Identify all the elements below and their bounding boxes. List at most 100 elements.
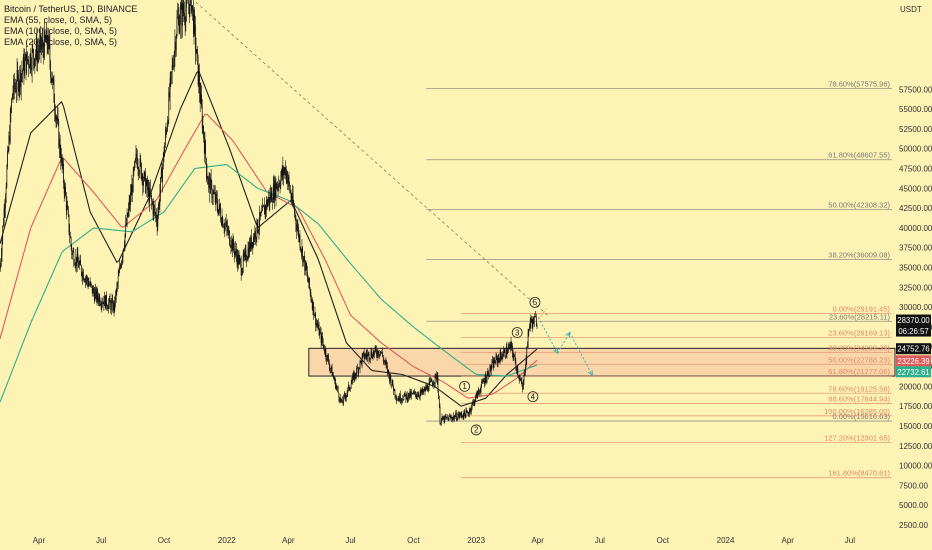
time-tick-label: Apr bbox=[782, 536, 795, 545]
candle-body bbox=[394, 389, 396, 396]
time-tick-label: Jul bbox=[845, 536, 855, 545]
candle-body bbox=[300, 247, 301, 250]
candle-body bbox=[331, 366, 332, 370]
candle-body bbox=[170, 72, 172, 78]
candle-body bbox=[375, 347, 377, 350]
candle-body bbox=[147, 187, 149, 191]
candle-body bbox=[476, 393, 478, 399]
candle-body bbox=[207, 178, 209, 185]
price-tick-label: 35000.00 bbox=[899, 264, 932, 273]
candle-body bbox=[251, 236, 252, 248]
candle-body bbox=[80, 265, 82, 274]
candle-body bbox=[255, 237, 257, 239]
candle-body bbox=[244, 252, 245, 257]
candle-body bbox=[445, 415, 446, 418]
candle-body bbox=[85, 278, 87, 280]
candle-body bbox=[214, 192, 216, 203]
candle-body bbox=[409, 391, 411, 398]
candle-body bbox=[49, 44, 51, 62]
candle-body bbox=[265, 206, 267, 211]
wave-label-circle bbox=[511, 327, 523, 338]
candle-body bbox=[17, 69, 19, 75]
candle-body bbox=[395, 395, 396, 398]
candle-body bbox=[293, 204, 295, 208]
candle-body bbox=[282, 166, 284, 177]
candle-body bbox=[522, 385, 524, 390]
candle-body bbox=[397, 399, 398, 401]
indicator-ema55-label[interactable]: EMA (55, close, 0, SMA, 5) bbox=[4, 15, 113, 25]
candle-body bbox=[494, 362, 496, 364]
fib-level-label: 78.60%(57575.96) bbox=[828, 80, 890, 89]
candle-body bbox=[298, 226, 299, 238]
candle-body bbox=[465, 410, 467, 418]
candle-body bbox=[502, 356, 504, 358]
time-tick-label: Apr bbox=[282, 536, 295, 545]
candle-body bbox=[37, 51, 39, 52]
candle-body bbox=[326, 357, 327, 361]
candle-body bbox=[317, 325, 319, 328]
candle-body bbox=[524, 373, 526, 374]
candle-body bbox=[249, 242, 251, 250]
candle-body bbox=[363, 351, 364, 354]
candle-body bbox=[60, 154, 62, 164]
candle-body bbox=[185, 7, 187, 23]
price-tag-text: 23226.39 bbox=[897, 357, 930, 366]
candle-body bbox=[82, 271, 84, 278]
candle-body bbox=[156, 214, 157, 222]
candle-body bbox=[352, 374, 354, 377]
indicator-ema100-label[interactable]: EMA (100, close, 0, SMA, 5) bbox=[4, 26, 118, 36]
fib-level-label: 61.80%(48607.55) bbox=[828, 151, 890, 160]
candle-body bbox=[54, 110, 56, 120]
candle-body bbox=[259, 212, 261, 217]
candle-body bbox=[223, 226, 224, 228]
candle-body bbox=[505, 346, 507, 357]
candle-body bbox=[406, 393, 408, 401]
candle-body bbox=[203, 126, 204, 138]
candle-body bbox=[439, 406, 441, 424]
candle-body bbox=[380, 351, 382, 353]
candle-body bbox=[525, 367, 526, 374]
candle-body bbox=[37, 51, 38, 63]
candle-body bbox=[149, 188, 151, 196]
candle-body bbox=[260, 212, 262, 217]
candle-body bbox=[490, 365, 491, 371]
candle-body bbox=[149, 188, 150, 203]
candle-body bbox=[352, 376, 353, 382]
candle-body bbox=[284, 167, 286, 172]
candle-body bbox=[72, 251, 74, 253]
candle-body bbox=[201, 94, 202, 107]
candle-body bbox=[466, 410, 467, 413]
time-axis[interactable]: Apr Jul Oct 2022 Apr Jul Oct 2023 Apr Jul Oct 2024 A… bbox=[33, 536, 856, 545]
candle-body bbox=[252, 242, 254, 247]
candle-body bbox=[245, 250, 247, 261]
candle-body bbox=[9, 135, 10, 142]
candle-body bbox=[205, 158, 207, 174]
candle-body bbox=[367, 353, 368, 357]
candle-body bbox=[307, 278, 309, 283]
candle-body bbox=[500, 352, 502, 357]
candle-body bbox=[300, 249, 302, 252]
price-tick-label: 2500.00 bbox=[899, 521, 928, 530]
candle-body bbox=[167, 123, 168, 131]
candle-body bbox=[53, 79, 55, 103]
candle-body bbox=[302, 256, 304, 263]
candle-body bbox=[16, 69, 18, 90]
candle-body bbox=[188, 3, 190, 15]
candle-body bbox=[184, 12, 185, 21]
price-tick-label: 55000.00 bbox=[899, 105, 932, 114]
price-tag-text: 06:26:57 bbox=[898, 327, 928, 336]
candle-body bbox=[126, 223, 127, 226]
price-tick-label: 40000.00 bbox=[899, 224, 932, 233]
candle-body bbox=[333, 377, 335, 381]
candle-body bbox=[56, 117, 58, 120]
candle-body bbox=[213, 192, 215, 194]
candle-body bbox=[268, 197, 270, 204]
candle-body bbox=[535, 317, 537, 326]
fib-level-label: 50.00%(22788.23) bbox=[828, 355, 890, 364]
candle-body bbox=[313, 301, 314, 316]
candle-body bbox=[363, 351, 365, 359]
candle-body bbox=[173, 53, 175, 67]
candle-body bbox=[319, 331, 321, 336]
indicator-ema200-label[interactable]: EMA (200, close, 0, SMA, 5) bbox=[4, 37, 118, 47]
